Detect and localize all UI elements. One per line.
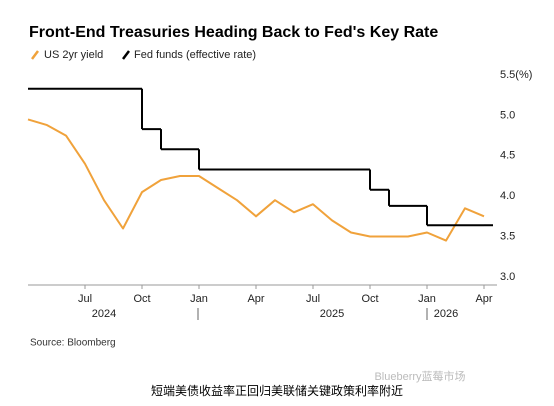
y-tick-label: 5.5(%)	[500, 69, 532, 81]
y-tick-label: 5.0	[500, 109, 515, 121]
source: Source: Bloomberg	[30, 338, 116, 349]
chart-title: Front-End Treasuries Heading Back to Fed…	[29, 24, 438, 41]
watermark: Blueberry蓝莓市场	[374, 369, 465, 383]
legend-swatch	[31, 50, 39, 60]
x-tick-label: Oct	[361, 293, 378, 305]
x-tick-label: Apr	[475, 293, 492, 305]
x-tick-label: Oct	[133, 293, 150, 305]
year-label: 2026	[434, 308, 458, 320]
x-tick-label: Jul	[306, 293, 320, 305]
y-tick-label: 4.5	[500, 150, 515, 162]
y-tick-label: 3.0	[500, 271, 515, 283]
year-label: 2025	[320, 308, 344, 320]
x-tick-label: Jan	[190, 293, 208, 305]
x-tick-label: Jul	[78, 293, 92, 305]
legend-label: Fed funds (effective rate)	[134, 49, 256, 61]
year-label: 2024	[92, 308, 116, 320]
y-tick-label: 3.5	[500, 230, 515, 242]
y-tick-label: 4.0	[500, 190, 515, 202]
legend-label: US 2yr yield	[44, 49, 103, 61]
caption: 短端美债收益率正回归美联储关键政策利率附近	[151, 383, 403, 398]
yield-line	[27, 118, 485, 242]
x-tick-label: Apr	[247, 293, 264, 305]
legend-swatch	[122, 50, 130, 60]
x-tick-label: Jan	[418, 293, 436, 305]
